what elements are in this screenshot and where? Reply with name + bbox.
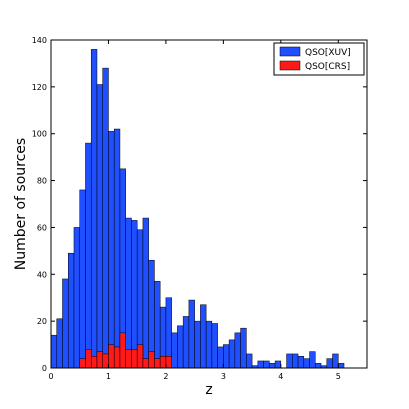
- series-qso-crs-bars: [79, 332, 172, 369]
- bar-qso-xuv-4: [73, 227, 80, 369]
- bar-qso-xuv-43: [297, 356, 305, 369]
- y-tick-label: 100: [32, 130, 47, 139]
- series-qso-xuv-bars: [50, 49, 345, 369]
- bar-qso-crs-18: [154, 358, 161, 369]
- x-axis-ticks: 0 1 2 3 4 5: [48, 40, 341, 381]
- y-tick-label: 0: [42, 364, 47, 373]
- bar-qso-xuv-41: [286, 353, 293, 369]
- bar-qso-crs-20: [165, 356, 172, 369]
- bar-qso-xuv-13: [125, 217, 132, 369]
- y-tick-label: 120: [32, 83, 47, 92]
- y-tick-label: 20: [37, 317, 47, 326]
- legend-swatch-qso-crs: [279, 60, 301, 71]
- bar-qso-xuv-23: [182, 316, 190, 369]
- bar-qso-xuv-29: [217, 346, 224, 369]
- legend-swatch-qso-xuv: [279, 46, 301, 57]
- bar-qso-xuv-27: [205, 320, 213, 369]
- x-tick-label: 5: [336, 372, 341, 381]
- bar-qso-crs-6: [85, 349, 92, 369]
- y-tick-label: 80: [37, 177, 47, 186]
- bar-qso-crs-12: [119, 332, 126, 369]
- bar-qso-xuv-42: [292, 353, 299, 369]
- bar-qso-xuv-7: [90, 49, 98, 369]
- bar-qso-xuv-3: [67, 252, 75, 369]
- bar-qso-crs-5: [79, 358, 86, 369]
- y-tick-label: 40: [37, 270, 47, 279]
- bar-qso-xuv-2: [62, 278, 69, 369]
- bar-qso-crs-14: [131, 349, 138, 369]
- bar-qso-crs-11: [113, 346, 121, 369]
- bar-qso-crs-15: [136, 344, 144, 369]
- bar-qso-xuv-46: [315, 363, 322, 369]
- bar-qso-crs-10: [108, 344, 115, 369]
- y-axis-label: Number of sources: [13, 138, 29, 270]
- bar-qso-xuv-5: [79, 189, 86, 369]
- legend-label-qso-crs: QSO[CRS]: [305, 62, 350, 72]
- bar-qso-xuv-50: [338, 363, 345, 369]
- bar-qso-xuv-37: [263, 360, 270, 369]
- bar-qso-crs-9: [102, 353, 109, 369]
- bar-qso-xuv-14: [131, 220, 138, 369]
- bar-qso-xuv-26: [200, 304, 207, 369]
- y-axis-ticks: 0 20 40 60 80 100 120 140: [32, 36, 367, 373]
- y-tick-label: 140: [32, 36, 47, 45]
- bar-qso-xuv-38: [269, 363, 276, 369]
- bar-qso-xuv-6: [85, 142, 92, 369]
- legend-label-qso-xuv: QSO[XUV]: [305, 48, 351, 58]
- bar-qso-xuv-16: [142, 217, 149, 369]
- bar-qso-xuv-21: [171, 332, 178, 369]
- bar-qso-xuv-30: [223, 344, 230, 369]
- bar-qso-xuv-22: [177, 325, 184, 369]
- bar-qso-xuv-24: [188, 299, 195, 369]
- bar-qso-xuv-34: [246, 353, 253, 369]
- plot-area-frame: [50, 39, 368, 369]
- bar-qso-xuv-0: [50, 334, 57, 369]
- y-tick-label: 60: [37, 223, 47, 232]
- bar-qso-xuv-8: [96, 84, 103, 369]
- x-tick-label: 3: [221, 372, 226, 381]
- bar-qso-xuv-28: [211, 323, 218, 369]
- bar-qso-xuv-32: [234, 332, 241, 369]
- bar-qso-xuv-45: [309, 351, 316, 369]
- legend: QSO[XUV] QSO[CRS]: [273, 42, 365, 76]
- bar-qso-crs-8: [96, 351, 103, 369]
- bar-qso-xuv-48: [326, 358, 333, 369]
- x-tick-label: 0: [48, 372, 53, 381]
- bar-qso-crs-13: [125, 349, 132, 369]
- x-axis-label: z: [205, 382, 212, 398]
- x-tick-label: 4: [278, 372, 283, 381]
- bar-qso-xuv-31: [228, 339, 236, 369]
- bar-qso-crs-16: [142, 358, 149, 369]
- bar-qso-xuv-25: [194, 320, 201, 369]
- bar-qso-crs-7: [90, 356, 98, 369]
- bar-qso-xuv-33: [240, 327, 247, 369]
- x-tick-label: 2: [163, 372, 168, 381]
- bar-qso-xuv-49: [332, 353, 339, 369]
- bar-qso-xuv-9: [102, 67, 109, 369]
- bar-qso-xuv-10: [108, 131, 115, 369]
- bar-qso-crs-17: [148, 351, 155, 369]
- bar-qso-crs-19: [159, 356, 167, 369]
- bar-qso-xuv-39: [274, 360, 282, 369]
- bar-qso-xuv-44: [303, 358, 310, 369]
- bar-qso-xuv-1: [56, 318, 63, 369]
- x-tick-label: 1: [106, 372, 111, 381]
- bar-qso-xuv-11: [113, 128, 121, 369]
- bar-qso-xuv-18: [154, 281, 161, 369]
- bar-qso-xuv-36: [257, 360, 264, 369]
